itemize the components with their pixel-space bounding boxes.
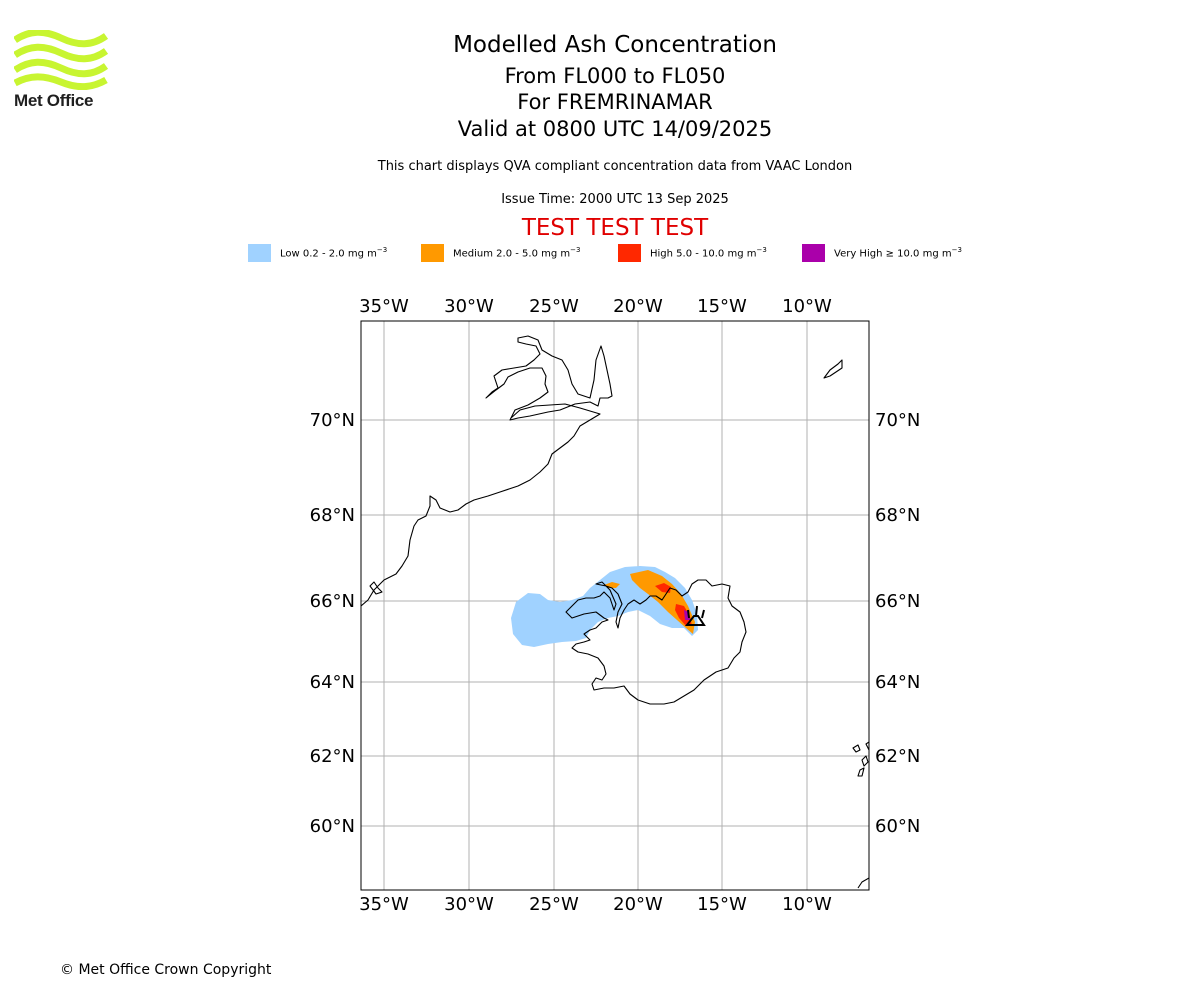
chart-title: Modelled Ash Concentration — [453, 32, 777, 58]
legend-item-high: High 5.0 - 10.0 mg m−3 — [618, 244, 767, 262]
graticule — [361, 321, 869, 890]
lon-labels-top: 35°W 30°W 25°W 20°W 15°W 10°W — [359, 296, 832, 317]
lon-label: 20°W — [613, 296, 663, 317]
lon-label: 20°W — [613, 894, 663, 915]
legend-label-medium: Medium 2.0 - 5.0 mg m — [453, 248, 571, 260]
lon-label: 15°W — [697, 296, 747, 317]
lat-label: 64°N — [875, 672, 920, 693]
lat-label: 68°N — [875, 505, 920, 526]
lon-label: 25°W — [529, 296, 579, 317]
lon-label: 15°W — [697, 894, 747, 915]
ash-area-high-2 — [675, 604, 692, 626]
lat-label: 70°N — [310, 410, 355, 431]
issue-time: Issue Time: 2000 UTC 13 Sep 2025 — [501, 192, 729, 207]
coastlines — [361, 335, 869, 889]
lat-label: 66°N — [310, 591, 355, 612]
lon-label: 30°W — [444, 894, 494, 915]
volcano-icon — [684, 605, 706, 626]
legend-label-very-high: Very High ≥ 10.0 mg m — [834, 248, 952, 260]
lat-label: 66°N — [875, 591, 920, 612]
disclaimer-text: This chart displays QVA compliant concen… — [377, 159, 853, 174]
lon-label: 25°W — [529, 894, 579, 915]
lon-label: 30°W — [444, 296, 494, 317]
lon-label: 35°W — [359, 296, 409, 317]
lat-label: 68°N — [310, 505, 355, 526]
lat-labels-left: 70°N 68°N 66°N 64°N 62°N 60°N — [310, 410, 355, 837]
valid-time: Valid at 0800 UTC 14/09/2025 — [457, 117, 773, 141]
legend-swatch-low — [248, 244, 271, 262]
met-office-waves-icon — [14, 30, 108, 90]
legend-swatch-high — [618, 244, 641, 262]
lat-label: 62°N — [875, 746, 920, 767]
ash-area-medium — [630, 570, 695, 634]
legend-item-very-high: Very High ≥ 10.0 mg m−3 — [802, 244, 962, 262]
legend-item-medium: Medium 2.0 - 5.0 mg m−3 — [421, 244, 580, 262]
map-frame — [360, 320, 870, 891]
volcano-name: For FREMRINAMAR — [517, 90, 713, 114]
lat-labels-right: 70°N 68°N 66°N 64°N 62°N 60°N — [875, 410, 920, 837]
lat-label: 60°N — [310, 816, 355, 837]
lon-label: 10°W — [782, 894, 832, 915]
legend-label-low: Low 0.2 - 2.0 mg m — [280, 248, 377, 260]
legend-label-high: High 5.0 - 10.0 mg m — [650, 248, 757, 260]
lat-label: 70°N — [875, 410, 920, 431]
copyright: © Met Office Crown Copyright — [60, 962, 272, 978]
lon-labels-bottom: 35°W 30°W 25°W 20°W 15°W 10°W — [359, 894, 832, 915]
lat-label: 62°N — [310, 746, 355, 767]
flight-level-range: From FL000 to FL050 — [504, 64, 726, 88]
lon-label: 35°W — [359, 894, 409, 915]
lat-label: 64°N — [310, 672, 355, 693]
legend-swatch-medium — [421, 244, 444, 262]
legend-swatch-very-high — [802, 244, 825, 262]
lat-label: 60°N — [875, 816, 920, 837]
legend-item-low: Low 0.2 - 2.0 mg m−3 — [248, 244, 387, 262]
lon-label: 10°W — [782, 296, 832, 317]
test-banner: TEST TEST TEST — [521, 215, 709, 241]
ash-area-high — [655, 583, 671, 593]
met-office-logo: Met Office — [14, 30, 108, 112]
logo-text: Met Office — [14, 91, 94, 110]
